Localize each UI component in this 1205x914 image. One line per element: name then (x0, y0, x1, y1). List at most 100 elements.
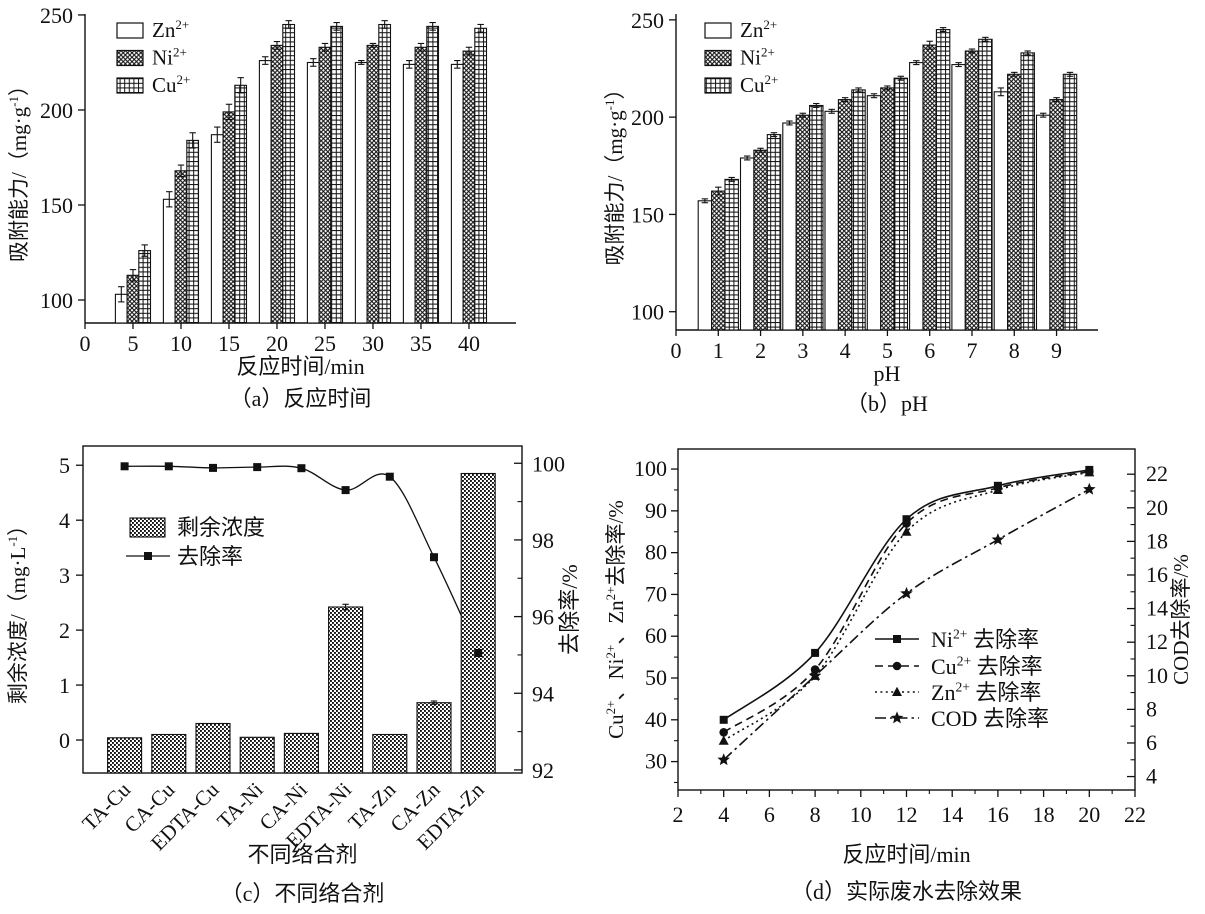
bar (162, 198, 176, 324)
y-tick-label-right: 18 (1146, 528, 1168, 553)
y-tick-label: 150 (40, 193, 73, 218)
legend-swatch-dots (129, 517, 166, 538)
bar (426, 25, 440, 324)
bar (174, 170, 188, 324)
bar (724, 178, 739, 331)
y-tick-label-right: 16 (1146, 562, 1168, 587)
marker-star (991, 533, 1005, 546)
y-tick-label: 200 (631, 105, 664, 130)
bar (402, 63, 416, 324)
y-tick-label-right: 12 (1146, 629, 1168, 654)
y-tick-label: 100 (40, 288, 73, 313)
caption: （a）反应时间 (230, 386, 372, 411)
legend: Zn2+ Ni2+Cu2+ (116, 17, 190, 97)
y-tick-label-right: 14 (1146, 596, 1168, 621)
bar (1035, 114, 1051, 331)
x-tick-label: 20 (266, 331, 288, 356)
series-Zn²⁺ (697, 60, 1051, 331)
y-tick-label: 150 (631, 202, 664, 227)
x-tick-label: 9 (1051, 338, 1062, 363)
bar (978, 38, 993, 331)
x-tick-label: 25 (314, 331, 336, 356)
y-tick-label: 100 (631, 300, 664, 325)
bar (234, 84, 248, 324)
bar (909, 62, 924, 331)
bar (283, 732, 319, 774)
bar (1049, 99, 1064, 331)
x-axis-title: 反应时间/min (842, 842, 970, 867)
legend-swatch-open (116, 22, 144, 39)
bar (414, 46, 428, 324)
chart-c-complexing-agents: 01234592949698100TA-CuCA-CuEDTA-CuTA-NiC… (5, 445, 582, 906)
bar (107, 737, 143, 774)
bar (258, 60, 272, 324)
bar (739, 157, 755, 331)
legend-label: Cu2+ (740, 72, 778, 97)
bar (330, 25, 344, 324)
bar (354, 61, 368, 324)
marker-circle (719, 728, 728, 737)
legend-swatch-crosshatch (704, 49, 732, 67)
bar (964, 50, 980, 331)
marker-square (893, 635, 901, 643)
bar (378, 23, 392, 324)
y-tick-label-left: 0 (59, 728, 70, 753)
x-axis-title: 反应时间/min (236, 354, 364, 379)
series-COD 去除率 (717, 482, 1096, 766)
residual-concentration-bars (107, 472, 496, 774)
bar (126, 274, 140, 324)
x-tick-label: 8 (1009, 338, 1020, 363)
y-tick-label-right: 96 (532, 605, 554, 630)
legend-label: Zn2+ (740, 17, 777, 42)
marker-square (474, 649, 483, 657)
y-tick-label: 250 (40, 3, 73, 28)
y-tick-label-left: 90 (645, 498, 667, 523)
bar (697, 200, 713, 331)
y-tick-label-right: 4 (1146, 764, 1157, 789)
bar (922, 44, 937, 331)
y-axis-title-left: Cu2+、Ni2+、Zn2+去除率/% (603, 500, 628, 739)
bar (239, 736, 275, 774)
y-axis-title-right: 去除率/% (557, 564, 582, 654)
x-tick-label: 16 (987, 802, 1009, 827)
x-tick-label: 1 (713, 338, 724, 363)
x-axis-title: pH (874, 361, 901, 386)
y-tick-label-right: 10 (1146, 663, 1168, 688)
bar (951, 64, 966, 331)
x-tick-label: 35 (410, 331, 432, 356)
y-axis-title: 吸附能力/（mg·g-1） (602, 78, 627, 265)
bar (880, 87, 895, 331)
y-tick-label-left: 50 (645, 665, 667, 690)
bar (851, 89, 866, 331)
x-tick-label: 4 (840, 338, 851, 363)
y-tick-label-right: 94 (532, 681, 554, 706)
legend-swatch-grid (704, 77, 732, 94)
bar-series (114, 20, 488, 324)
marker-triangle (992, 484, 1003, 494)
bar (270, 44, 284, 324)
x-tick-label: 15 (218, 331, 240, 356)
legend-label: 去除率 (177, 544, 243, 569)
caption: （c）不同络合剂 (221, 881, 385, 906)
marker-circle (902, 519, 911, 528)
y-axis-title-right: COD去除率/% (1169, 554, 1193, 685)
bar (809, 104, 824, 331)
marker-star (890, 711, 904, 724)
bar (753, 149, 768, 331)
marker-square (811, 648, 820, 657)
bar (186, 139, 200, 324)
bar (151, 733, 187, 774)
y-tick-label-left: 60 (645, 623, 667, 648)
legend-swatch-grid (116, 77, 144, 94)
caption: （b）pH (846, 391, 928, 416)
legend-label: Zn2+ 去除率 (931, 680, 1041, 705)
x-tick-label: 12 (896, 802, 918, 827)
legend-label: Ni2+ (740, 45, 775, 70)
y-tick-label-left: 4 (59, 508, 70, 533)
marker-square (430, 553, 438, 562)
bar (282, 23, 296, 324)
series-Cu²⁺ (724, 27, 1078, 331)
